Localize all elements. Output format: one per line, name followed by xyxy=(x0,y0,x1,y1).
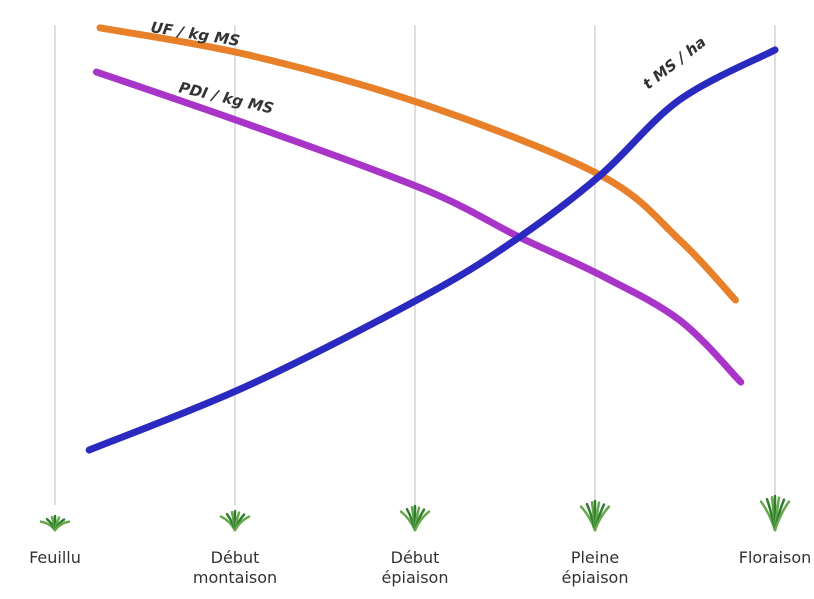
grass-blade xyxy=(593,505,611,532)
grass-icon xyxy=(759,494,791,532)
grass-blade xyxy=(413,510,431,532)
grass-icon xyxy=(399,504,431,532)
x-tick-label: Floraison xyxy=(738,548,812,567)
grass-blade xyxy=(53,520,71,532)
grass-icon xyxy=(219,509,251,532)
grass-icon xyxy=(39,514,71,532)
x-tick-label: Feuillu xyxy=(29,548,81,567)
x-tick-label: Début montaison xyxy=(192,548,278,587)
x-tick-label: Début épiaison xyxy=(381,548,449,587)
series-line xyxy=(92,68,745,386)
grass-blade xyxy=(233,515,251,532)
x-tick-label: Pleine épiaison xyxy=(561,548,629,587)
grass-blade xyxy=(773,500,791,532)
series-line xyxy=(96,24,739,304)
grass-icon xyxy=(579,499,611,532)
series-label: PDI / kg MS xyxy=(177,78,275,117)
series-line xyxy=(85,46,779,454)
